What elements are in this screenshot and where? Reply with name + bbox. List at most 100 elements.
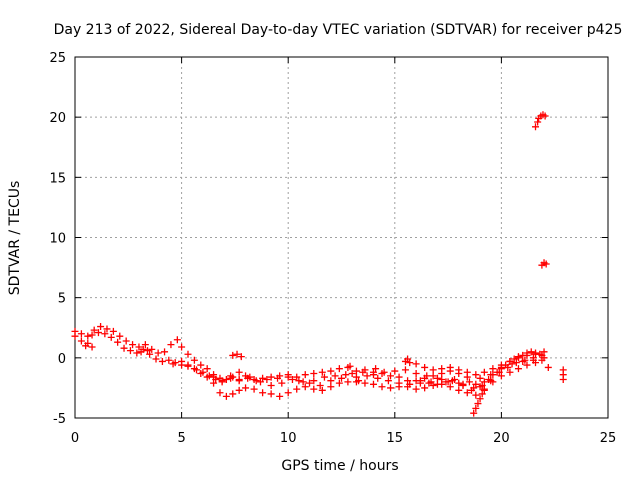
- data-point: [284, 389, 292, 397]
- data-point: [425, 379, 433, 387]
- x-tick-label: 15: [387, 431, 404, 446]
- data-point: [455, 379, 463, 387]
- data-point: [480, 378, 488, 386]
- data-point: [468, 386, 476, 394]
- x-tick-label: 25: [600, 431, 617, 446]
- data-point: [335, 379, 343, 387]
- data-point: [143, 347, 151, 355]
- data-point: [536, 350, 544, 358]
- series-track-main-upper: [71, 323, 546, 388]
- data-point: [502, 361, 510, 369]
- data-point: [97, 323, 105, 331]
- data-point: [476, 395, 484, 403]
- data-point: [77, 330, 85, 338]
- data-point: [122, 337, 130, 345]
- y-tick-label: 5: [58, 292, 66, 307]
- data-point: [233, 350, 241, 358]
- data-point: [519, 351, 527, 359]
- data-point: [154, 349, 162, 357]
- data-point: [293, 385, 301, 393]
- data-point: [335, 365, 343, 373]
- data-point: [256, 378, 264, 386]
- data-point: [90, 326, 98, 334]
- data-point: [284, 373, 292, 381]
- data-point: [327, 367, 335, 375]
- data-point: [203, 365, 211, 373]
- data-point: [120, 344, 128, 352]
- data-point: [178, 343, 186, 351]
- data-point: [129, 341, 137, 349]
- data-point: [412, 360, 420, 368]
- data-point: [103, 325, 111, 333]
- data-point: [429, 366, 437, 374]
- data-point: [210, 373, 218, 381]
- data-point: [438, 365, 446, 373]
- data-point: [295, 377, 303, 385]
- data-point: [472, 380, 480, 388]
- data-point: [88, 331, 96, 339]
- data-point: [559, 375, 567, 383]
- data-point: [406, 380, 414, 388]
- series-track-mid-1: [169, 354, 537, 392]
- data-point: [472, 371, 480, 379]
- data-point: [489, 365, 497, 373]
- data-point: [480, 368, 488, 376]
- data-point: [210, 379, 218, 387]
- data-point: [237, 353, 245, 361]
- data-point: [540, 354, 548, 362]
- data-point: [429, 382, 437, 390]
- data-point: [101, 330, 109, 338]
- data-point: [306, 379, 314, 387]
- data-point: [401, 366, 409, 374]
- data-point: [421, 363, 429, 371]
- series-outliers-upper: [532, 111, 549, 131]
- data-point: [455, 386, 463, 394]
- x-tick-label: 0: [71, 431, 79, 446]
- series-track-main-lower: [71, 329, 546, 400]
- data-point: [242, 384, 250, 392]
- data-point: [510, 355, 518, 363]
- data-point: [165, 356, 173, 364]
- data-point: [293, 373, 301, 381]
- data-point: [514, 354, 522, 362]
- data-point: [416, 377, 424, 385]
- y-tick-labels: -5 0 5 10 15 20 25: [49, 51, 66, 427]
- data-point: [235, 386, 243, 394]
- data-point: [540, 348, 548, 356]
- data-point: [395, 379, 403, 387]
- data-point: [412, 385, 420, 393]
- data-point: [71, 332, 79, 340]
- data-point: [205, 372, 213, 380]
- data-point: [352, 367, 360, 375]
- data-point: [126, 347, 134, 355]
- y-axis-label: SDTVAR / TECUs: [7, 181, 23, 296]
- data-point: [450, 375, 458, 383]
- data-point: [348, 369, 356, 377]
- data-point: [542, 260, 550, 268]
- data-point: [299, 378, 307, 386]
- data-point: [465, 378, 473, 386]
- grid-lines: [75, 57, 608, 418]
- data-point: [338, 374, 345, 382]
- y-tick-label: 10: [49, 232, 66, 247]
- data-point: [478, 390, 486, 398]
- data-point: [361, 379, 369, 387]
- data-point: [459, 382, 467, 390]
- data-point: [506, 368, 514, 376]
- data-point: [288, 375, 296, 383]
- data-point: [429, 372, 437, 380]
- data-point: [107, 333, 115, 341]
- data-point: [327, 377, 335, 385]
- data-point: [387, 372, 395, 380]
- data-point: [534, 118, 542, 126]
- data-point: [433, 380, 441, 388]
- data-point: [406, 359, 414, 367]
- data-point: [541, 112, 549, 120]
- data-point: [506, 357, 514, 365]
- data-point: [372, 365, 380, 373]
- data-point: [391, 367, 399, 375]
- series-track-late-1: [404, 348, 548, 379]
- y-tick-label: 0: [58, 352, 66, 367]
- y-tick-label: 20: [49, 111, 66, 126]
